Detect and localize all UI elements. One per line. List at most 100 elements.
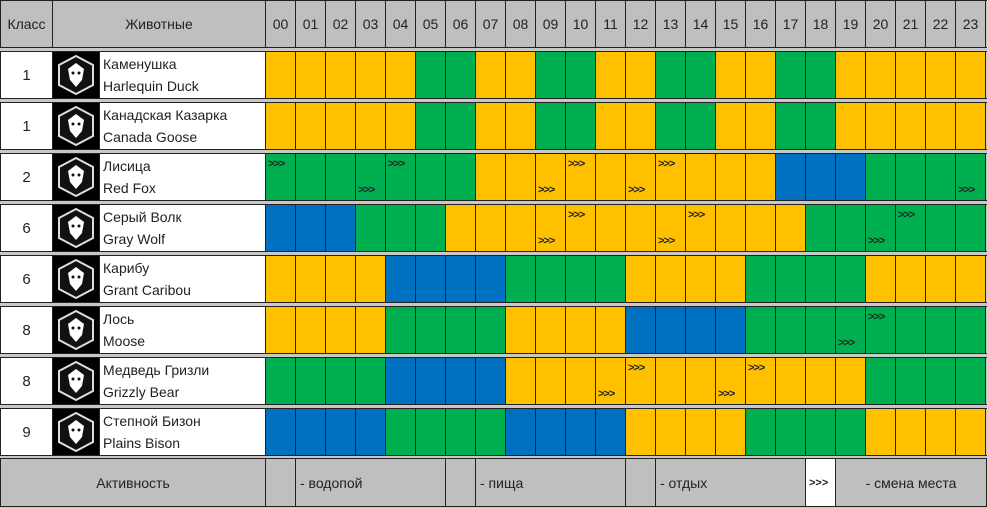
activity-cell: [536, 52, 566, 98]
activity-cell: [266, 103, 296, 149]
activity-cell: >>>: [266, 154, 296, 200]
activity-cell: [716, 409, 746, 455]
animal-name-en: Red Fox: [103, 180, 156, 196]
activity-cell: [866, 256, 896, 302]
activity-cell: [866, 103, 896, 149]
move-marker: >>>: [358, 184, 375, 196]
activity-cell: [896, 52, 926, 98]
activity-cell: [356, 205, 386, 251]
class-cell: 6: [0, 205, 53, 251]
activity-cell: [536, 256, 566, 302]
activity-cell: [326, 205, 356, 251]
activity-cell: [536, 409, 566, 455]
activity-cell: [626, 256, 656, 302]
activity-cell: [596, 103, 626, 149]
activity-cell: [326, 409, 356, 455]
move-marker: >>>: [688, 209, 705, 221]
activity-cell: [956, 409, 986, 455]
activity-cell: [566, 256, 596, 302]
bison-icon: [53, 409, 100, 455]
activity-cell: [866, 358, 896, 404]
move-marker: >>>: [718, 388, 735, 400]
activity-cell: >>>: [566, 154, 596, 200]
activity-cell: >>>: [536, 205, 566, 251]
activity-cell: [416, 205, 446, 251]
activity-cell: [416, 358, 446, 404]
activity-cell: [746, 52, 776, 98]
activity-cell: [776, 205, 806, 251]
activity-cell: [416, 256, 446, 302]
legend-move-symbol: >>>: [806, 459, 836, 506]
header-hour: 07: [476, 1, 506, 47]
activity-cell: [746, 154, 776, 200]
move-marker: >>>: [868, 235, 885, 247]
activity-cell: [776, 256, 806, 302]
header-hour: 10: [566, 1, 596, 47]
activity-cell: [356, 307, 386, 353]
activity-cell: [326, 154, 356, 200]
activity-cell: [536, 358, 566, 404]
header-hour: 23: [956, 1, 986, 47]
wolf-icon: [53, 205, 100, 251]
activity-cell: [746, 307, 776, 353]
activity-cell: [896, 409, 926, 455]
activity-cell: [476, 358, 506, 404]
activity-cell: [656, 52, 686, 98]
activity-cell: [716, 307, 746, 353]
header-hour: 06: [446, 1, 476, 47]
activity-cell: [686, 154, 716, 200]
move-marker: >>>: [598, 388, 615, 400]
legend-food: - пища: [476, 459, 626, 506]
activity-cell: [476, 409, 506, 455]
activity-cell: [296, 307, 326, 353]
activity-cell: [626, 103, 656, 149]
header-hour: 12: [626, 1, 656, 47]
activity-cell: [716, 103, 746, 149]
activity-cell: [776, 52, 806, 98]
activity-cell: [416, 154, 446, 200]
activity-cell: [836, 103, 866, 149]
activity-cell: [476, 307, 506, 353]
animal-name-ru: Серый Волк: [103, 209, 182, 225]
class-cell: 8: [0, 307, 53, 353]
activity-cell: [386, 307, 416, 353]
activity-cell: [776, 103, 806, 149]
activity-cell: [296, 205, 326, 251]
animal-name-ru: Медведь Гризли: [103, 362, 210, 378]
animal-name-cell: Серый Волк Gray Wolf: [100, 205, 266, 251]
activity-cell: >>>: [626, 358, 656, 404]
activity-cell: [686, 307, 716, 353]
animal-name-ru: Лось: [103, 311, 135, 327]
activity-cell: [746, 205, 776, 251]
activity-cell: [896, 256, 926, 302]
header-hour: 03: [356, 1, 386, 47]
class-cell: 1: [0, 52, 53, 98]
activity-cell: [866, 409, 896, 455]
activity-cell: [476, 205, 506, 251]
activity-cell: [476, 103, 506, 149]
activity-cell: [506, 307, 536, 353]
class-cell: 2: [0, 154, 53, 200]
legend-swatch-rest: [626, 459, 656, 506]
activity-cell: [446, 358, 476, 404]
activity-cell: [536, 307, 566, 353]
activity-cell: [566, 409, 596, 455]
animal-row: 6 Карибу Grant Caribou: [0, 255, 987, 303]
activity-cell: [746, 256, 776, 302]
activity-cell: [446, 52, 476, 98]
activity-cell: [266, 256, 296, 302]
activity-cell: [536, 103, 566, 149]
activity-cell: [566, 307, 596, 353]
move-marker: >>>: [538, 184, 555, 196]
activity-cell: [686, 409, 716, 455]
header-hour: 13: [656, 1, 686, 47]
activity-cell: [416, 52, 446, 98]
activity-cell: [806, 409, 836, 455]
activity-cell: >>>: [356, 154, 386, 200]
activity-cell: [806, 52, 836, 98]
activity-cell: [776, 409, 806, 455]
legend-title: Активность: [0, 459, 266, 506]
activity-cell: >>>: [866, 205, 896, 251]
activity-cell: [356, 358, 386, 404]
activity-cell: [446, 154, 476, 200]
